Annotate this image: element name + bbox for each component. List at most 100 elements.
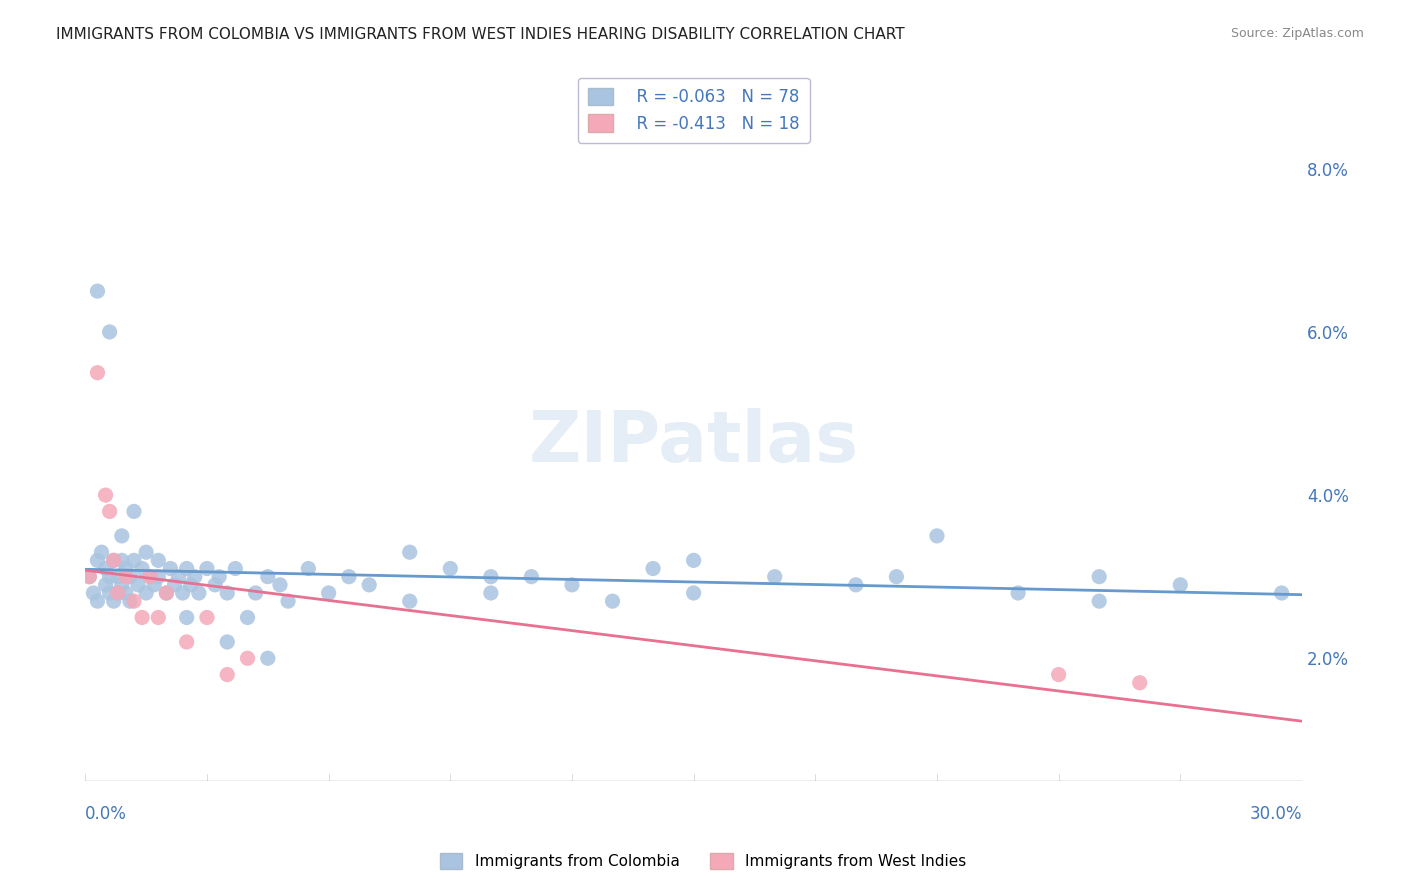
Point	[1047, 667, 1070, 681]
Point	[479, 569, 502, 583]
Point	[217, 667, 239, 681]
Point	[115, 561, 138, 575]
Point	[122, 553, 145, 567]
Point	[398, 594, 420, 608]
Point	[845, 578, 868, 592]
Point	[143, 578, 166, 592]
Point	[135, 545, 157, 559]
Point	[1129, 675, 1152, 690]
Point	[602, 594, 624, 608]
Point	[359, 578, 381, 592]
Point	[127, 578, 149, 592]
Point	[148, 610, 170, 624]
Point	[111, 578, 134, 592]
Point	[176, 635, 198, 649]
Point	[86, 284, 108, 298]
Point	[172, 586, 194, 600]
Legend:   R = -0.063   N = 78,   R = -0.413   N = 18: R = -0.063 N = 78, R = -0.413 N = 18	[578, 78, 810, 143]
Point	[86, 553, 108, 567]
Point	[94, 578, 117, 592]
Point	[155, 586, 177, 600]
Point	[520, 569, 543, 583]
Point	[1088, 594, 1111, 608]
Point	[131, 561, 153, 575]
Point	[167, 569, 190, 583]
Point	[1168, 578, 1191, 592]
Point	[224, 561, 246, 575]
Point	[217, 586, 239, 600]
Point	[148, 553, 170, 567]
Point	[318, 586, 340, 600]
Point	[122, 594, 145, 608]
Point	[641, 561, 664, 575]
Point	[115, 569, 138, 583]
Point	[217, 635, 239, 649]
Point	[337, 569, 360, 583]
Point	[236, 610, 259, 624]
Point	[176, 561, 198, 575]
Point	[155, 586, 177, 600]
Point	[139, 569, 162, 583]
Point	[148, 569, 170, 583]
Point	[561, 578, 583, 592]
Point	[86, 594, 108, 608]
Point	[103, 553, 125, 567]
Point	[98, 325, 121, 339]
Point	[118, 569, 141, 583]
Text: 0.0%: 0.0%	[86, 805, 127, 823]
Point	[86, 366, 108, 380]
Point	[245, 586, 267, 600]
Text: IMMIGRANTS FROM COLOMBIA VS IMMIGRANTS FROM WEST INDIES HEARING DISABILITY CORRE: IMMIGRANTS FROM COLOMBIA VS IMMIGRANTS F…	[56, 27, 905, 42]
Point	[111, 553, 134, 567]
Legend: Immigrants from Colombia, Immigrants from West Indies: Immigrants from Colombia, Immigrants fro…	[433, 847, 973, 875]
Point	[135, 586, 157, 600]
Point	[107, 586, 129, 600]
Point	[131, 610, 153, 624]
Point	[297, 561, 319, 575]
Point	[122, 504, 145, 518]
Point	[159, 561, 181, 575]
Point	[79, 569, 101, 583]
Point	[1007, 586, 1029, 600]
Point	[103, 594, 125, 608]
Point	[925, 529, 948, 543]
Point	[118, 594, 141, 608]
Point	[98, 504, 121, 518]
Point	[682, 553, 704, 567]
Text: Source: ZipAtlas.com: Source: ZipAtlas.com	[1230, 27, 1364, 40]
Point	[94, 561, 117, 575]
Point	[94, 488, 117, 502]
Point	[1271, 586, 1294, 600]
Point	[79, 569, 101, 583]
Point	[184, 569, 207, 583]
Point	[107, 586, 129, 600]
Point	[176, 610, 198, 624]
Point	[439, 561, 461, 575]
Point	[90, 545, 112, 559]
Point	[763, 569, 786, 583]
Point	[204, 578, 226, 592]
Point	[1088, 569, 1111, 583]
Point	[256, 651, 278, 665]
Text: ZIPatlas: ZIPatlas	[529, 408, 859, 476]
Point	[269, 578, 291, 592]
Point	[187, 586, 209, 600]
Point	[208, 569, 231, 583]
Point	[236, 651, 259, 665]
Point	[398, 545, 420, 559]
Point	[111, 529, 134, 543]
Point	[886, 569, 908, 583]
Point	[98, 586, 121, 600]
Point	[479, 586, 502, 600]
Point	[115, 586, 138, 600]
Point	[256, 569, 278, 583]
Point	[195, 610, 218, 624]
Point	[139, 569, 162, 583]
Point	[682, 586, 704, 600]
Point	[82, 586, 104, 600]
Point	[107, 569, 129, 583]
Point	[103, 553, 125, 567]
Text: 30.0%: 30.0%	[1250, 805, 1302, 823]
Point	[180, 578, 202, 592]
Point	[163, 578, 186, 592]
